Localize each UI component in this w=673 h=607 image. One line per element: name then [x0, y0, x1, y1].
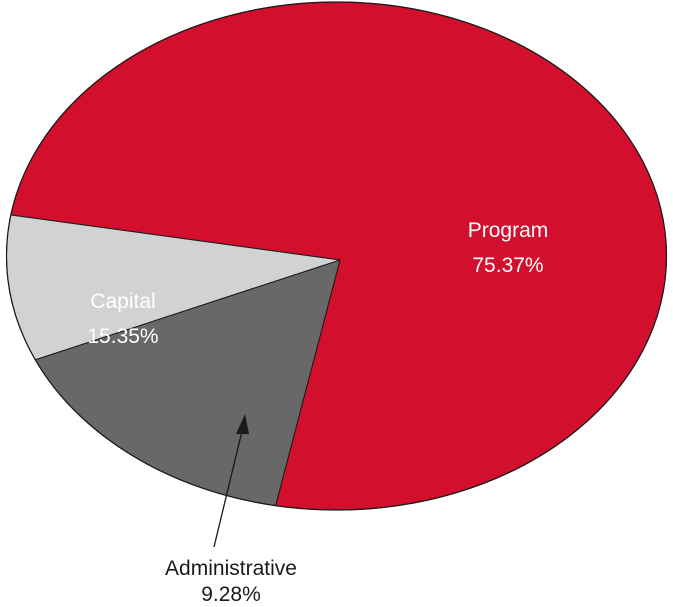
pie-outline — [5, 1, 668, 511]
slice-label-administrative-value: 9.28% — [201, 583, 261, 606]
annotation-arrow-administrative — [213, 414, 249, 548]
slice-label-program-name: Program — [468, 219, 549, 242]
annotation-arrow-head — [236, 414, 249, 434]
slice-label-capital: Capital 15.35% — [87, 290, 158, 348]
slice-label-capital-value: 15.35% — [87, 325, 158, 348]
slice-label-administrative-name: Administrative — [165, 557, 297, 580]
slice-label-administrative: Administrative 9.28% — [165, 557, 297, 606]
slice-label-program: Program 75.37% — [468, 219, 549, 277]
slice-label-program-value: 75.37% — [472, 254, 543, 277]
annotation-arrow-line — [213, 426, 244, 548]
slice-label-capital-name: Capital — [90, 290, 155, 313]
